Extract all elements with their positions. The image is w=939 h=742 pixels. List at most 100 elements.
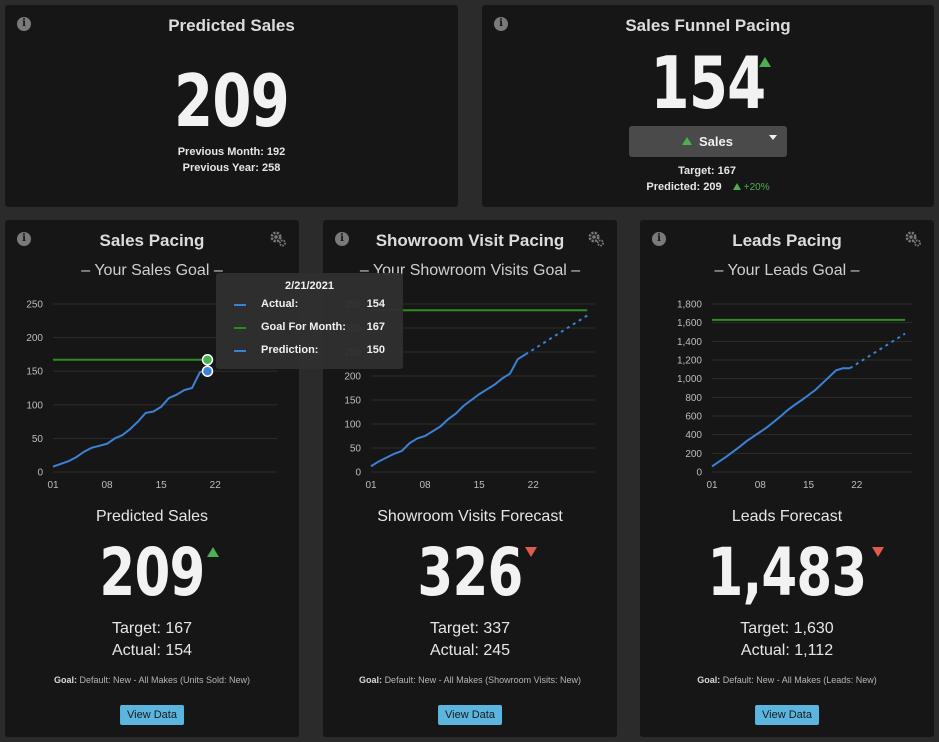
funnel-value: 154 (650, 41, 767, 125)
panel-title: Leads Pacing (732, 231, 842, 250)
x-tick-label: 08 (102, 480, 114, 491)
goal-description: Goal: Default: New - All Makes (Units So… (5, 675, 299, 685)
tooltip-name: Goal For Month: (261, 321, 346, 333)
view-data-button[interactable]: View Data (755, 705, 819, 725)
dropdown-label: Sales (699, 134, 733, 149)
y-tick-label: 1,800 (677, 300, 702, 311)
tooltip-value: 154 (366, 298, 385, 310)
tooltip-row: Prediction: 150 (234, 344, 385, 360)
tooltip-name: Actual: (261, 298, 299, 310)
forecast-value: 326 (417, 534, 523, 611)
goal-description: Goal: Default: New - All Makes (Leads: N… (640, 675, 934, 685)
x-tick-label: 08 (420, 480, 432, 491)
goal-prefix: Goal: (359, 675, 383, 685)
gear-icon[interactable] (587, 230, 605, 248)
goal-description: Goal: Default: New - All Makes (Showroom… (323, 675, 617, 685)
predicted-sales-value: 209 (174, 59, 290, 143)
y-tick-label: 200 (344, 372, 361, 383)
goal-prefix: Goal: (697, 675, 721, 685)
y-tick-label: 400 (685, 430, 702, 441)
y-tick-label: 150 (26, 367, 43, 378)
goal-point (201, 354, 214, 366)
previous-year: Previous Year: 258 (182, 162, 281, 174)
y-tick-label: 200 (685, 449, 702, 460)
y-tick-label: 800 (685, 393, 702, 404)
trend-down-icon (872, 547, 884, 557)
info-icon[interactable]: i (17, 232, 31, 246)
info-icon[interactable]: i (494, 17, 508, 31)
metric-dropdown[interactable]: Sales (629, 126, 787, 157)
y-tick-label: 1,200 (677, 356, 702, 367)
x-tick-label: 22 (528, 480, 540, 491)
actual-value: Actual: 1,112 (740, 642, 834, 659)
trend-up-icon (732, 183, 741, 190)
tooltip-name: Prediction: (261, 344, 319, 356)
y-tick-label: 600 (685, 412, 702, 423)
series-swatch (234, 304, 246, 306)
y-tick-label: 150 (344, 396, 361, 407)
x-tick-label: 08 (755, 480, 767, 491)
funnel-predicted-row: Predicted: 209 +20% (482, 181, 934, 193)
target-value: Target: 1,630 (740, 620, 834, 637)
actual-line (370, 353, 527, 468)
gear-icon[interactable] (269, 230, 287, 248)
card-title: Sales Funnel Pacing (625, 16, 791, 35)
leads-pacing-panel: i Leads Pacing – Your Leads Goal – 0 200 4… (640, 220, 934, 737)
forecast-label: Predicted Sales (95, 508, 209, 525)
predicted-sales-card: i Predicted Sales 209 Previous Month: 19… (5, 5, 458, 207)
forecast-row: 209 (5, 538, 299, 608)
trend-down-icon (525, 547, 537, 557)
target-value: Target: 167 (111, 620, 193, 637)
prediction-line (524, 314, 588, 356)
y-tick-label: 1,000 (677, 374, 702, 385)
y-tick-label: 50 (32, 434, 44, 445)
chart-tooltip: 2/21/2021 Actual: 154 Goal For Month: 16… (216, 273, 403, 369)
y-tick-label: 250 (26, 300, 43, 311)
x-tick-label: 15 (803, 480, 815, 491)
x-tick-label: 22 (851, 480, 863, 491)
x-tick-label: 22 (210, 480, 222, 491)
tooltip-row: Goal For Month: 167 (234, 321, 385, 337)
goal-text: Default: New - All Makes (Showroom Visit… (384, 675, 581, 685)
view-data-button[interactable]: View Data (120, 705, 184, 725)
forecast-label: Showroom Visits Forecast (377, 508, 563, 525)
y-tick-label: 100 (26, 400, 43, 411)
forecast-row: 326 (323, 538, 617, 608)
forecast-row: 1,483 (640, 538, 934, 608)
gear-icon[interactable] (904, 230, 922, 248)
goal-subtitle: – Your Showroom Visits Goal – (359, 262, 581, 279)
goal-text: Default: New - All Makes (Units Sold: Ne… (79, 675, 251, 685)
x-tick-label: 15 (474, 480, 486, 491)
trend-up-icon (682, 137, 692, 145)
x-tick-label: 01 (47, 480, 59, 491)
card-title: Predicted Sales (168, 16, 295, 35)
panel-title: Sales Pacing (99, 231, 205, 250)
forecast-value: 1,483 (707, 534, 868, 611)
series-swatch (234, 327, 246, 329)
y-tick-label: 0 (696, 468, 702, 479)
actual-line (711, 367, 850, 468)
prediction-line (849, 332, 906, 370)
chevron-down-icon (769, 135, 777, 140)
sales-funnel-card: i Sales Funnel Pacing 154 Sales Target: … (482, 5, 934, 207)
x-tick-label: 15 (156, 480, 168, 491)
forecast-value: 209 (99, 534, 205, 611)
actual-line (52, 367, 208, 468)
tooltip-value: 167 (366, 321, 385, 333)
prediction-point (201, 365, 214, 377)
goal-text: Default: New - All Makes (Leads: New) (722, 675, 877, 685)
trend-up-icon (759, 57, 771, 67)
y-tick-label: 50 (350, 444, 362, 455)
goal-prefix: Goal: (53, 675, 77, 685)
pacing-chart[interactable]: 0 200 400 600 800 1,000 1,200 1,400 1,600 1,800 01… (640, 300, 934, 500)
info-icon[interactable]: i (17, 17, 31, 31)
previous-month: Previous Month: 192 (177, 146, 286, 158)
y-tick-label: 0 (355, 468, 361, 479)
funnel-predicted: Predicted: 209 (646, 181, 722, 193)
y-tick-label: 1,600 (677, 318, 702, 329)
goal-subtitle: – Your Leads Goal – (714, 262, 860, 279)
info-icon[interactable]: i (335, 232, 349, 246)
goal-subtitle: – Your Sales Goal – (81, 262, 223, 279)
view-data-button[interactable]: View Data (438, 705, 502, 725)
info-icon[interactable]: i (652, 232, 666, 246)
